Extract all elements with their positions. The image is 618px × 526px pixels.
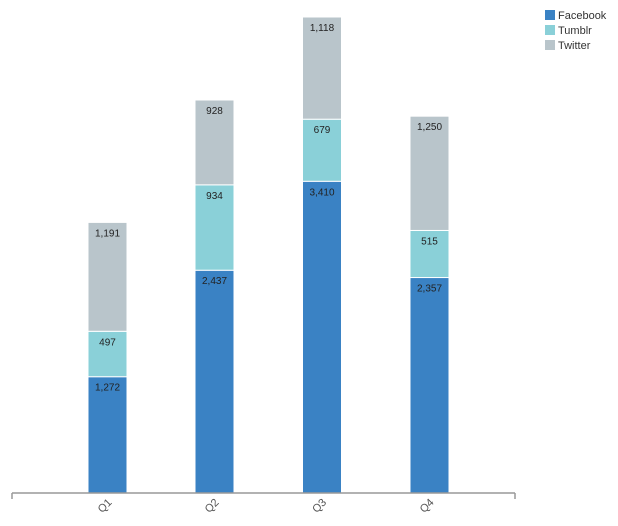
x-tick-label-q3: Q3 [310,497,329,516]
x-tick-label-q2: Q2 [203,497,222,516]
bar-value-label: 934 [206,191,223,202]
legend-label: Facebook [558,10,607,22]
bar-value-label: 1,272 [95,383,120,394]
bar-value-label: 2,437 [202,276,227,287]
bar-value-label: 1,118 [310,23,335,34]
bar-value-label: 515 [421,236,438,247]
legend-label: Twitter [558,40,591,52]
bar-segment-tumblr-q3[interactable] [302,118,342,182]
bar-segment-twitter-q1[interactable] [87,221,128,332]
bar-value-label: 3,410 [309,187,334,198]
bar-value-label: 928 [206,106,223,117]
x-tick-label-q4: Q4 [418,497,437,516]
bar-segment-facebook-q3[interactable] [302,180,342,494]
bar-segment-facebook-q1[interactable] [87,376,128,494]
bar-segment-twitter-q3[interactable] [302,16,342,120]
bar-value-label: 497 [99,337,116,348]
bar-value-label: 679 [314,125,331,136]
bar-value-label: 2,357 [417,284,442,295]
bar-value-label: 1,250 [417,122,442,133]
legend-swatch [545,40,555,50]
bar-segment-facebook-q2[interactable] [194,269,235,494]
legend: Facebook Tumblr Twitter [545,10,607,52]
legend-label: Tumblr [558,25,592,37]
x-axis-ticks: Q1 Q2 Q3 Q4 [96,497,437,516]
bar-segment-tumblr-q1[interactable] [87,330,128,378]
bar-segment-facebook-q4[interactable] [409,277,450,494]
legend-item-facebook[interactable]: Facebook [545,10,607,22]
bar-segment-twitter-q4[interactable] [409,115,450,231]
legend-swatch [545,25,555,35]
x-tick-label-q1: Q1 [96,497,115,516]
legend-item-tumblr[interactable]: Tumblr [545,25,592,37]
bar-segment-tumblr-q4[interactable] [409,229,450,279]
bars-group: 1,272 497 1,191 2,437 934 928 3,410 679 1,118 2,3… [87,16,450,494]
x-axis [11,492,516,499]
bar-segment-twitter-q2[interactable] [194,99,235,186]
legend-item-twitter[interactable]: Twitter [545,40,591,52]
bar-value-label: 1,191 [95,228,120,239]
legend-swatch [545,10,555,20]
